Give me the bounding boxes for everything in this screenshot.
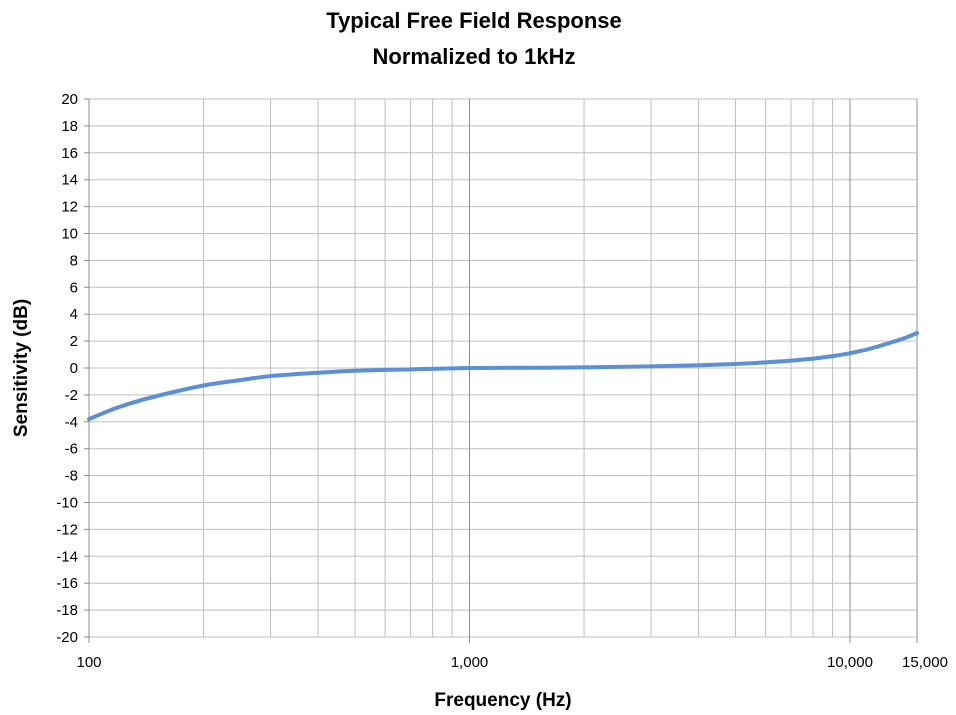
y-tick-label: 0	[70, 360, 78, 377]
chart-subtitle: Normalized to 1kHz	[373, 44, 576, 69]
y-tick-label: 10	[61, 226, 78, 243]
y-tick-label: 16	[61, 145, 78, 162]
x-axis-tick-labels: 100 1,000 10,000 15,000	[76, 654, 947, 671]
y-tick-label: 6	[70, 279, 78, 296]
y-tick-label: -20	[56, 629, 78, 646]
grid-lines	[84, 98, 918, 643]
y-tick-label: -14	[56, 548, 78, 565]
x-tick-label: 10,000	[827, 654, 873, 671]
y-tick-label: -10	[56, 495, 78, 512]
y-tick-label: 12	[61, 199, 78, 216]
y-axis-title: Sensitivity (dB)	[11, 299, 32, 437]
y-tick-label: -6	[65, 441, 78, 458]
x-axis-title: Frequency (Hz)	[434, 690, 571, 711]
y-tick-label: 20	[61, 91, 78, 108]
x-tick-label: 1,000	[451, 654, 489, 671]
y-tick-label: -4	[65, 414, 78, 431]
series-layer	[87, 331, 919, 422]
y-axis-tick-labels: 20181614121086420-2-4-6-8-10-12-14-16-18…	[56, 91, 78, 646]
y-tick-label: 8	[70, 252, 78, 269]
y-tick-label: -8	[65, 468, 78, 485]
y-tick-label: -16	[56, 575, 78, 592]
y-tick-label: -2	[65, 387, 78, 404]
series-line	[87, 331, 919, 422]
y-tick-label: 18	[61, 118, 78, 135]
y-tick-label: 14	[61, 172, 78, 189]
y-tick-label: -12	[56, 521, 78, 538]
x-tick-label: 100	[76, 654, 101, 671]
x-tick-label: 15,000	[902, 654, 948, 671]
y-tick-label: -18	[56, 602, 78, 619]
chart-title: Typical Free Field Response	[326, 8, 621, 33]
y-tick-label: 4	[70, 306, 78, 323]
y-tick-label: 2	[70, 333, 78, 350]
